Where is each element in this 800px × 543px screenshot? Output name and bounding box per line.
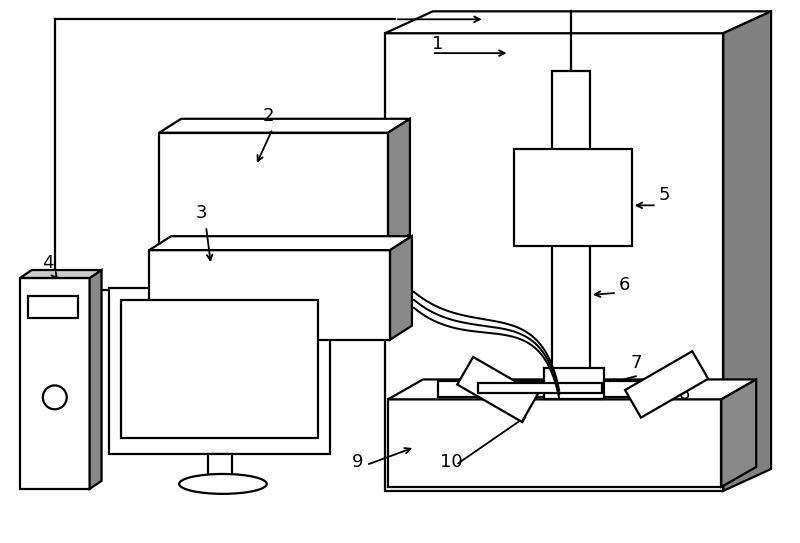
Text: 1: 1: [432, 35, 443, 53]
Polygon shape: [722, 380, 756, 487]
Bar: [388, 399, 722, 487]
Polygon shape: [388, 119, 410, 248]
Text: 10: 10: [440, 453, 462, 471]
Polygon shape: [150, 236, 412, 250]
Bar: [28, 296, 78, 318]
Bar: [478, 383, 602, 393]
Circle shape: [43, 386, 66, 409]
Polygon shape: [723, 11, 771, 491]
Polygon shape: [159, 119, 410, 132]
Bar: [159, 132, 388, 248]
Text: 3: 3: [196, 204, 207, 222]
Polygon shape: [90, 270, 102, 489]
Bar: [208, 454, 232, 476]
Bar: [110, 288, 330, 454]
Polygon shape: [458, 357, 538, 422]
Polygon shape: [388, 380, 756, 399]
Text: 9: 9: [352, 453, 364, 471]
Bar: [150, 250, 390, 340]
Polygon shape: [385, 11, 771, 33]
Text: 6: 6: [619, 276, 630, 294]
Bar: [385, 33, 723, 491]
Bar: [20, 278, 90, 489]
Text: 2: 2: [262, 107, 274, 125]
Text: 5: 5: [658, 186, 670, 204]
Bar: [544, 368, 604, 399]
Text: 4: 4: [42, 254, 54, 272]
Polygon shape: [390, 236, 412, 340]
Ellipse shape: [179, 474, 266, 494]
Polygon shape: [625, 351, 708, 418]
Bar: [514, 149, 632, 246]
Bar: [122, 300, 318, 438]
Bar: [438, 381, 662, 397]
Text: 8: 8: [678, 386, 690, 403]
Polygon shape: [20, 270, 102, 278]
Bar: [552, 71, 590, 394]
Text: 7: 7: [631, 353, 642, 371]
